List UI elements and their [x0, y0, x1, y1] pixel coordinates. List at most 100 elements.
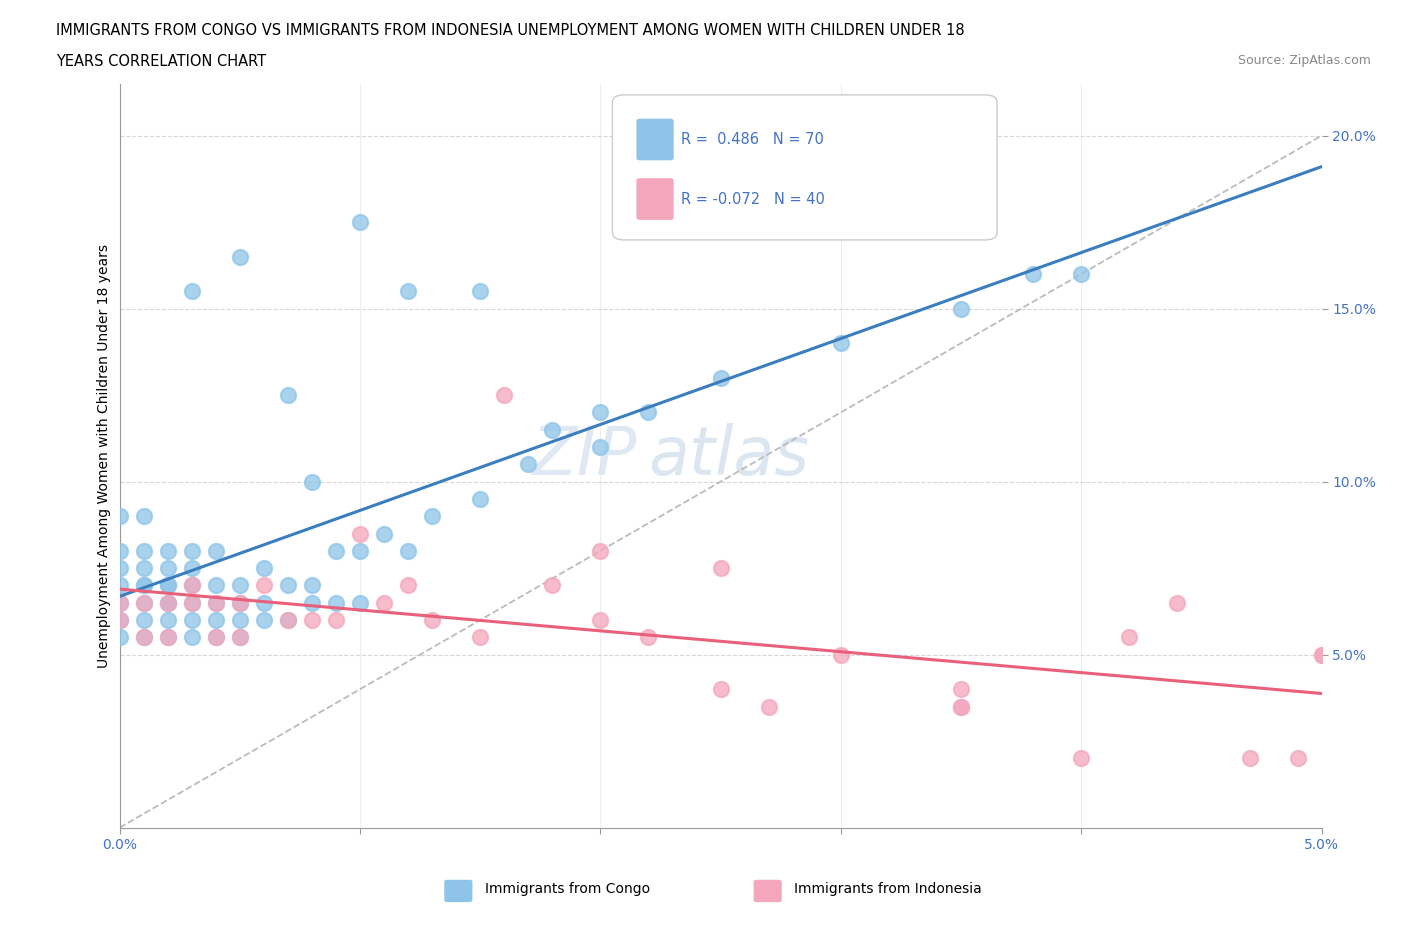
Point [373, 526, 395, 541]
Point [108, 613, 131, 628]
Point [253, 613, 276, 628]
Point [228, 249, 252, 264]
Text: ZIP: ZIP [531, 423, 637, 488]
Point [180, 630, 202, 644]
Point [180, 561, 202, 576]
Point [950, 301, 973, 316]
Point [108, 630, 131, 644]
Point [132, 630, 155, 644]
Point [132, 595, 155, 610]
Point [132, 561, 155, 576]
Point [132, 509, 155, 524]
Point [228, 578, 252, 593]
Point [228, 630, 252, 644]
Point [1239, 751, 1261, 766]
Point [349, 526, 371, 541]
Point [301, 474, 323, 489]
Point [156, 630, 179, 644]
Point [637, 405, 659, 419]
Point [541, 578, 564, 593]
Point [349, 595, 371, 610]
Point [396, 578, 419, 593]
Point [228, 595, 252, 610]
Text: R = -0.072   N = 40: R = -0.072 N = 40 [681, 192, 825, 206]
Point [180, 284, 202, 299]
Point [204, 630, 226, 644]
Point [301, 613, 323, 628]
Point [204, 543, 226, 558]
Point [253, 561, 276, 576]
Point [468, 284, 492, 299]
Point [396, 284, 419, 299]
Point [589, 613, 612, 628]
Point [277, 578, 299, 593]
Point [180, 595, 202, 610]
Text: YEARS CORRELATION CHART: YEARS CORRELATION CHART [56, 54, 266, 69]
Point [709, 370, 731, 385]
Point [468, 630, 492, 644]
Text: Immigrants from Congo: Immigrants from Congo [485, 882, 650, 897]
Point [1022, 267, 1045, 282]
Point [709, 682, 731, 697]
Point [468, 492, 492, 507]
Point [180, 543, 202, 558]
Point [132, 543, 155, 558]
Point [180, 613, 202, 628]
Point [228, 613, 252, 628]
Point [373, 595, 395, 610]
Point [517, 457, 540, 472]
Point [1070, 751, 1092, 766]
Point [156, 578, 179, 593]
Point [108, 578, 131, 593]
Text: atlas: atlas [648, 423, 810, 488]
Point [709, 561, 731, 576]
Point [1070, 267, 1092, 282]
Point [349, 215, 371, 230]
Point [1286, 751, 1309, 766]
Point [589, 405, 612, 419]
Point [132, 578, 155, 593]
Point [156, 595, 179, 610]
Point [637, 630, 659, 644]
Point [396, 543, 419, 558]
Point [180, 578, 202, 593]
Text: Source: ZipAtlas.com: Source: ZipAtlas.com [1237, 54, 1371, 67]
Text: R =  0.486   N = 70: R = 0.486 N = 70 [681, 132, 824, 147]
Point [541, 422, 564, 437]
Point [204, 630, 226, 644]
Point [950, 699, 973, 714]
Point [277, 388, 299, 403]
Point [108, 613, 131, 628]
FancyBboxPatch shape [613, 95, 997, 240]
Point [156, 630, 179, 644]
Point [108, 509, 131, 524]
Point [204, 595, 226, 610]
Point [1310, 647, 1333, 662]
Text: IMMIGRANTS FROM CONGO VS IMMIGRANTS FROM INDONESIA UNEMPLOYMENT AMONG WOMEN WITH: IMMIGRANTS FROM CONGO VS IMMIGRANTS FROM… [56, 23, 965, 38]
Point [156, 595, 179, 610]
Point [180, 595, 202, 610]
Point [156, 561, 179, 576]
Point [228, 630, 252, 644]
Point [325, 543, 347, 558]
Point [132, 578, 155, 593]
FancyBboxPatch shape [637, 119, 673, 160]
Point [253, 595, 276, 610]
Point [758, 699, 780, 714]
Point [156, 578, 179, 593]
Point [108, 543, 131, 558]
Point [950, 699, 973, 714]
Point [1310, 647, 1333, 662]
Point [156, 595, 179, 610]
Point [108, 595, 131, 610]
Y-axis label: Unemployment Among Women with Children Under 18 years: Unemployment Among Women with Children U… [97, 244, 111, 668]
Point [204, 595, 226, 610]
FancyBboxPatch shape [637, 179, 673, 219]
Point [349, 543, 371, 558]
Point [204, 613, 226, 628]
Point [108, 561, 131, 576]
Text: Immigrants from Indonesia: Immigrants from Indonesia [794, 882, 983, 897]
Point [132, 595, 155, 610]
Point [108, 595, 131, 610]
Point [420, 613, 443, 628]
